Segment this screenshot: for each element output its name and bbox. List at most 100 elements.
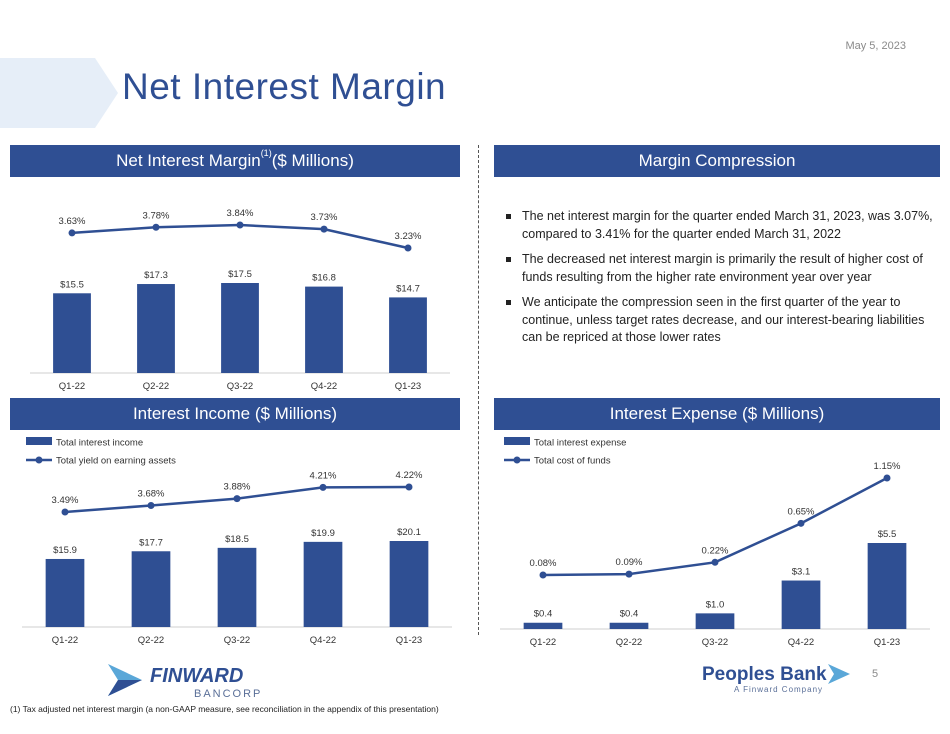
bar-data-label: $0.4 <box>620 609 639 620</box>
bar-data-label: $15.9 <box>53 545 77 556</box>
line-point <box>68 229 76 237</box>
x-tick-label: Q1-22 <box>530 637 556 648</box>
bar-data-label: $14.7 <box>396 283 420 294</box>
legend-label: Total interest expense <box>534 438 626 449</box>
column-divider <box>478 145 479 635</box>
bar <box>45 558 85 627</box>
line-data-label: 3.78% <box>143 210 170 221</box>
header-arrow-decoration <box>0 58 118 128</box>
bar <box>217 547 257 627</box>
line-point <box>405 483 413 491</box>
line-point <box>233 495 241 503</box>
peoples-logo-sub: A Finward Company <box>734 685 823 694</box>
compression-panel-header: Margin Compression <box>494 145 940 177</box>
bar-data-label: $19.9 <box>311 528 335 539</box>
line-data-label: 0.08% <box>530 558 557 569</box>
nim-footnote-marker: (1) <box>260 148 272 158</box>
legend-bar-swatch <box>504 437 530 445</box>
finward-logo-name: FINWARD <box>150 665 243 687</box>
legend-label: Total yield on earning assets <box>56 456 176 467</box>
bar <box>609 622 649 629</box>
line-data-label: 3.49% <box>52 495 79 506</box>
bar <box>305 286 343 373</box>
bullet-item: The net interest margin for the quarter … <box>502 208 938 243</box>
line-data-label: 4.22% <box>396 470 423 481</box>
bullet-item: The decreased net interest margin is pri… <box>502 251 938 286</box>
line-point <box>236 221 244 229</box>
nim-chart: $15.5 Q1-22 $17.3 Q2-22 $17.5 Q3-22 $16.8 Q4-22… <box>30 208 450 392</box>
legend-label: Total cost of funds <box>534 456 611 467</box>
line-point <box>320 225 328 233</box>
expense-panel-header: Interest Expense ($ Millions) <box>494 398 940 430</box>
nim-panel-header: Net Interest Margin(1)($ Millions) <box>10 145 460 177</box>
income-chart: Total interest income Total yield on earn… <box>22 437 452 646</box>
bar-data-label: $17.5 <box>228 269 252 280</box>
expense-chart: Total interest expense Total cost of fund… <box>500 437 930 648</box>
x-tick-label: Q1-22 <box>59 381 85 392</box>
x-tick-label: Q2-22 <box>616 637 642 648</box>
line-point <box>711 558 719 566</box>
x-tick-label: Q1-23 <box>396 635 422 646</box>
line-data-label: 3.73% <box>311 212 338 223</box>
line-point <box>404 244 412 252</box>
bar-data-label: $18.5 <box>225 534 249 545</box>
peoples-logo-mark <box>828 664 850 684</box>
line-point <box>147 501 155 509</box>
line-data-label: 3.23% <box>395 231 422 242</box>
bar <box>303 541 343 627</box>
bar <box>137 284 175 373</box>
footnote: (1) Tax adjusted net interest margin (a … <box>10 704 439 714</box>
x-tick-label: Q3-22 <box>227 381 253 392</box>
bar-data-label: $1.0 <box>706 599 725 610</box>
bar <box>131 551 171 627</box>
line-point <box>625 570 633 578</box>
x-tick-label: Q3-22 <box>224 635 250 646</box>
x-tick-label: Q4-22 <box>310 635 336 646</box>
line-point <box>539 571 547 579</box>
line-point <box>883 474 891 482</box>
line-data-label: 0.65% <box>788 506 815 517</box>
line-data-label: 0.09% <box>616 557 643 568</box>
line-data-label: 3.84% <box>227 208 254 219</box>
peoples-bank-logo: Peoples Bank A Finward Company <box>702 664 850 694</box>
bar <box>221 283 259 373</box>
line-data-label: 3.63% <box>59 216 86 227</box>
page-number: 5 <box>872 668 879 680</box>
x-tick-label: Q4-22 <box>788 637 814 648</box>
line-point <box>319 483 327 491</box>
line-data-label: 3.68% <box>138 488 165 499</box>
bar <box>695 613 735 629</box>
x-tick-label: Q1-22 <box>52 635 78 646</box>
line-point <box>797 519 805 527</box>
x-tick-label: Q2-22 <box>138 635 164 646</box>
bar-data-label: $20.1 <box>397 527 421 538</box>
bar <box>523 622 563 629</box>
peoples-logo-name: Peoples Bank <box>702 664 827 685</box>
bar-data-label: $15.5 <box>60 279 84 290</box>
legend-line-marker <box>35 456 43 464</box>
compression-bullets: The net interest margin for the quarter … <box>502 208 938 355</box>
bar-data-label: $0.4 <box>534 609 553 620</box>
bullet-item: We anticipate the compression seen in th… <box>502 294 938 347</box>
bar <box>53 293 91 373</box>
income-panel-header: Interest Income ($ Millions) <box>10 398 460 430</box>
presentation-date: May 5, 2023 <box>845 40 906 52</box>
line-data-label: 0.22% <box>702 545 729 556</box>
page-title: Net Interest Margin <box>122 66 447 107</box>
finward-logo: FINWARD BANCORP <box>108 664 260 700</box>
line-point <box>152 223 160 231</box>
legend-line-marker <box>513 456 521 464</box>
x-tick-label: Q2-22 <box>143 381 169 392</box>
bar <box>781 580 821 629</box>
legend-bar-swatch <box>26 437 52 445</box>
line-data-label: 4.21% <box>310 470 337 481</box>
line-point <box>61 508 69 516</box>
bar-data-label: $16.8 <box>312 273 336 284</box>
bar-data-label: $17.3 <box>144 270 168 281</box>
x-tick-label: Q4-22 <box>311 381 337 392</box>
bar <box>867 543 907 629</box>
x-tick-label: Q1-23 <box>874 637 900 648</box>
nim-title-suffix: ($ Millions) <box>271 151 354 170</box>
bar-data-label: $17.7 <box>139 537 163 548</box>
bar <box>389 297 427 373</box>
